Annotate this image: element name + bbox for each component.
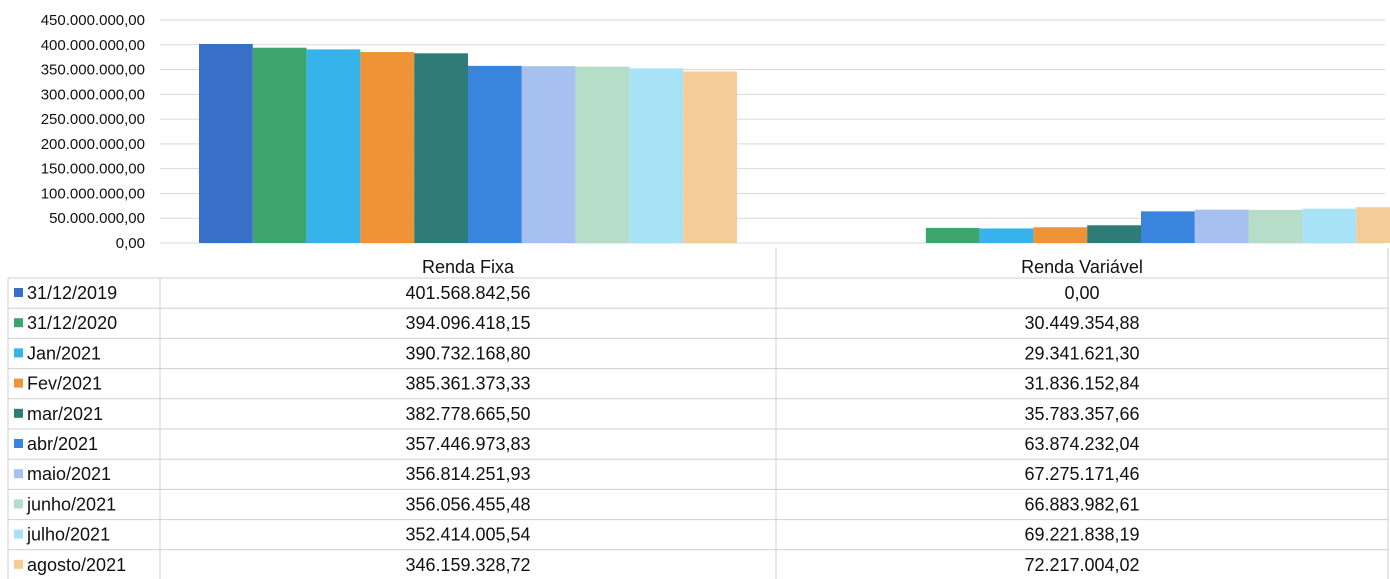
bar-jan-2021-renda-fixa: [306, 49, 361, 244]
bar-junho-2021-renda-variavel: [1248, 209, 1303, 243]
table-cell-value: 31.836.152,84: [1024, 374, 1139, 394]
legend-swatch: [14, 318, 23, 328]
bar-julho-2021-renda-fixa: [629, 68, 684, 243]
table-cell-value: 66.883.982,61: [1024, 494, 1139, 514]
bar-agosto-2021-renda-variavel: [1356, 207, 1390, 243]
bar-abr-2021-renda-fixa: [468, 65, 522, 243]
y-tick-label: 350.000.000,00: [41, 62, 145, 79]
category-header: Renda Variável: [1021, 257, 1143, 277]
table-cell-value: 30.449.354,88: [1024, 313, 1139, 333]
table-cell-value: 357.446.973,83: [405, 434, 530, 454]
table-cell-value: 69.221.838,19: [1024, 525, 1139, 545]
series-name: Fev/2021: [27, 374, 102, 394]
bar-31-12-2019-renda-fixa: [199, 44, 253, 243]
table-cell-value: 35.783.357,66: [1024, 404, 1139, 424]
legend-swatch: [14, 408, 23, 418]
bar-agosto-2021-renda-fixa: [683, 71, 737, 243]
y-tick-label: 400.000.000,00: [41, 37, 145, 54]
legend-swatch: [14, 469, 23, 479]
table-cell-value: 385.361.373,33: [405, 374, 530, 394]
legend-swatch: [14, 378, 23, 388]
data-table: Renda Fixa Renda Variável 31/12/2019 401.56…: [7, 248, 1389, 579]
bar-fev-2021-renda-variavel: [1033, 227, 1088, 243]
y-tick-label: 200.000.000,00: [41, 136, 145, 153]
series-name: 31/12/2020: [27, 313, 117, 333]
bar-jan-2021-renda-variavel: [979, 228, 1034, 243]
series-name: 31/12/2019: [27, 283, 117, 303]
legend-swatch: [14, 499, 23, 509]
series-name: maio/2021: [27, 464, 111, 484]
category-header: Renda Fixa: [422, 257, 515, 277]
bar-junho-2021-renda-fixa: [575, 66, 630, 243]
table-cell-value: 356.814.251,93: [405, 464, 530, 484]
y-tick-label: 250.000.000,00: [41, 111, 145, 128]
series-name: julho/2021: [26, 525, 110, 545]
table-cell-value: 29.341.621,30: [1024, 343, 1139, 363]
bar-31-12-2020-renda-variavel: [925, 227, 980, 243]
bar-maio-2021-renda-fixa: [521, 66, 576, 244]
series-name: agosto/2021: [27, 555, 126, 575]
series-name: Jan/2021: [27, 343, 101, 363]
legend-swatch: [14, 288, 23, 297]
legend-swatch: [14, 559, 23, 569]
y-tick-label: 450.000.000,00: [41, 12, 145, 29]
bars: [199, 44, 1390, 244]
legend-swatch: [14, 348, 23, 358]
bar-julho-2021-renda-variavel: [1302, 208, 1357, 243]
table-cell-value: 346.159.328,72: [405, 555, 530, 575]
series-name: junho/2021: [26, 494, 116, 514]
bar-mar-2021-renda-variavel: [1087, 225, 1141, 243]
table-cell-value: 394.096.418,15: [405, 313, 530, 333]
legend-swatch: [14, 529, 23, 539]
series-name: abr/2021: [27, 434, 98, 454]
table-cell-value: 352.414.005,54: [405, 525, 530, 545]
table-cell-value: 390.732.168,80: [405, 343, 530, 363]
table-cell-value: 63.874.232,04: [1024, 434, 1139, 454]
bar-fev-2021-renda-fixa: [360, 52, 415, 244]
y-tick-label: 150.000.000,00: [41, 161, 145, 178]
bar-mar-2021-renda-fixa: [414, 53, 468, 243]
bar-abr-2021-renda-variavel: [1141, 211, 1195, 243]
y-tick-label: 300.000.000,00: [41, 86, 145, 103]
bar-maio-2021-renda-variavel: [1194, 209, 1249, 243]
y-tick-label: 0,00: [116, 235, 145, 252]
table-cell-value: 356.056.455,48: [405, 494, 530, 514]
table-cell-value: 67.275.171,46: [1024, 464, 1139, 484]
bar-31-12-2020-renda-fixa: [252, 47, 307, 243]
y-tick-label: 100.000.000,00: [41, 185, 145, 202]
table-cell-value: 382.778.665,50: [405, 404, 530, 424]
table-cell-value: 0,00: [1064, 283, 1099, 303]
table-cell-value: 72.217.004,02: [1024, 555, 1139, 575]
y-tick-label: 50.000.000,00: [49, 210, 145, 227]
legend-swatch: [14, 439, 23, 448]
table-cell-value: 401.568.842,56: [405, 283, 530, 303]
series-name: mar/2021: [27, 404, 103, 424]
y-axis-tick-labels: 0,00 50.000.000,00 100.000.000,00 150.000.0…: [41, 12, 145, 252]
